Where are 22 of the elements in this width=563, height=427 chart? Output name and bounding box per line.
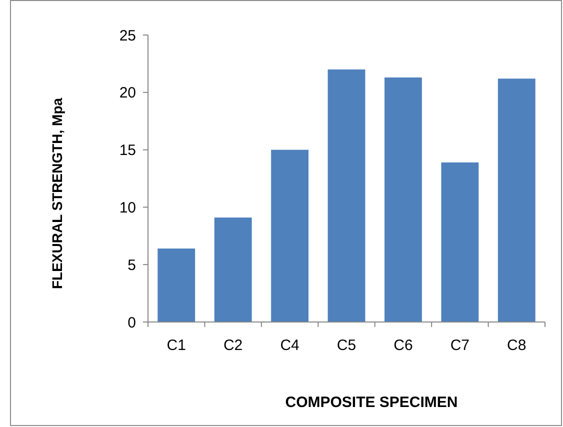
y-tick-label: 15 xyxy=(119,142,136,160)
bar xyxy=(441,162,479,322)
bar xyxy=(498,78,536,322)
x-tick-label: C7 xyxy=(450,337,470,354)
bar xyxy=(158,248,196,322)
x-tick-label: C6 xyxy=(394,337,413,354)
x-tick-label: C5 xyxy=(336,337,356,354)
bar xyxy=(328,69,366,322)
y-tick-label: 20 xyxy=(119,84,136,102)
y-axis-title: FLEXURAL STRENGTH, Mpa xyxy=(49,98,65,290)
y-tick-label: 10 xyxy=(119,199,136,216)
y-tick-label: 0 xyxy=(128,314,136,332)
y-tick-label: 5 xyxy=(128,256,136,274)
x-axis-title: COMPOSITE SPECIMEN xyxy=(285,394,458,411)
x-tick-label: C8 xyxy=(507,337,526,354)
bar xyxy=(384,77,422,322)
x-tick-label: C4 xyxy=(280,337,300,354)
x-tick-label: C2 xyxy=(223,337,243,354)
y-tick-label: 25 xyxy=(119,27,136,44)
bar xyxy=(271,150,308,322)
x-tick-label: C1 xyxy=(166,337,186,354)
bar xyxy=(214,218,252,322)
